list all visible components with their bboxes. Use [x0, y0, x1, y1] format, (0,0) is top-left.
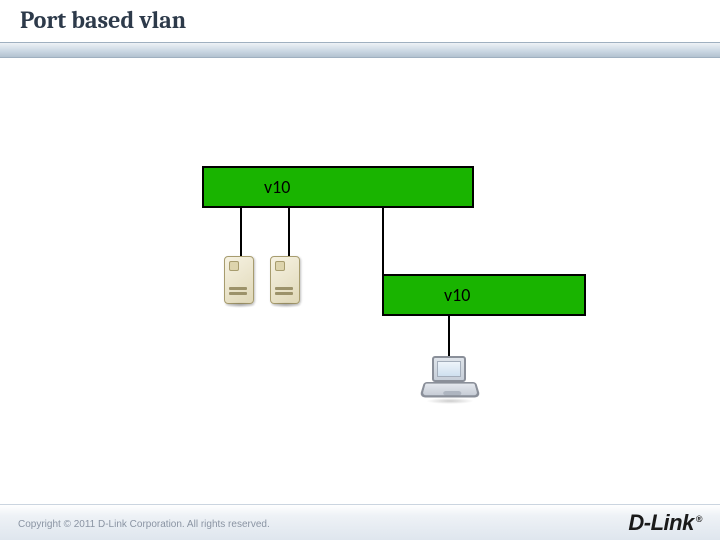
diagram-canvas: v10 v10	[0, 0, 720, 540]
laptop-screen-icon	[432, 356, 466, 382]
shadow	[270, 302, 302, 308]
server-icon	[270, 256, 300, 304]
server-icon	[224, 256, 254, 304]
shadow	[426, 398, 474, 404]
copyright-text: Copyright © 2011 D-Link Corporation. All…	[18, 519, 270, 530]
laptop-1	[422, 356, 478, 404]
server-1	[222, 250, 260, 308]
laptop-base-icon	[419, 382, 480, 397]
switch-label: v10	[444, 284, 470, 306]
switch-bottom: v10	[382, 274, 586, 316]
slide: Port based vlan v10v10 Copyright © 2011 …	[0, 0, 720, 540]
switch-label: v10	[264, 176, 290, 198]
server-2	[268, 250, 306, 308]
cable	[382, 208, 384, 274]
registered-icon: ®	[696, 514, 702, 524]
brand-text: D-Link	[628, 510, 693, 535]
switch-top: v10	[202, 166, 474, 208]
cable	[448, 316, 450, 358]
shadow	[224, 302, 256, 308]
brand-logo: D-Link®	[628, 510, 702, 536]
footer-bar: Copyright © 2011 D-Link Corporation. All…	[0, 504, 720, 540]
